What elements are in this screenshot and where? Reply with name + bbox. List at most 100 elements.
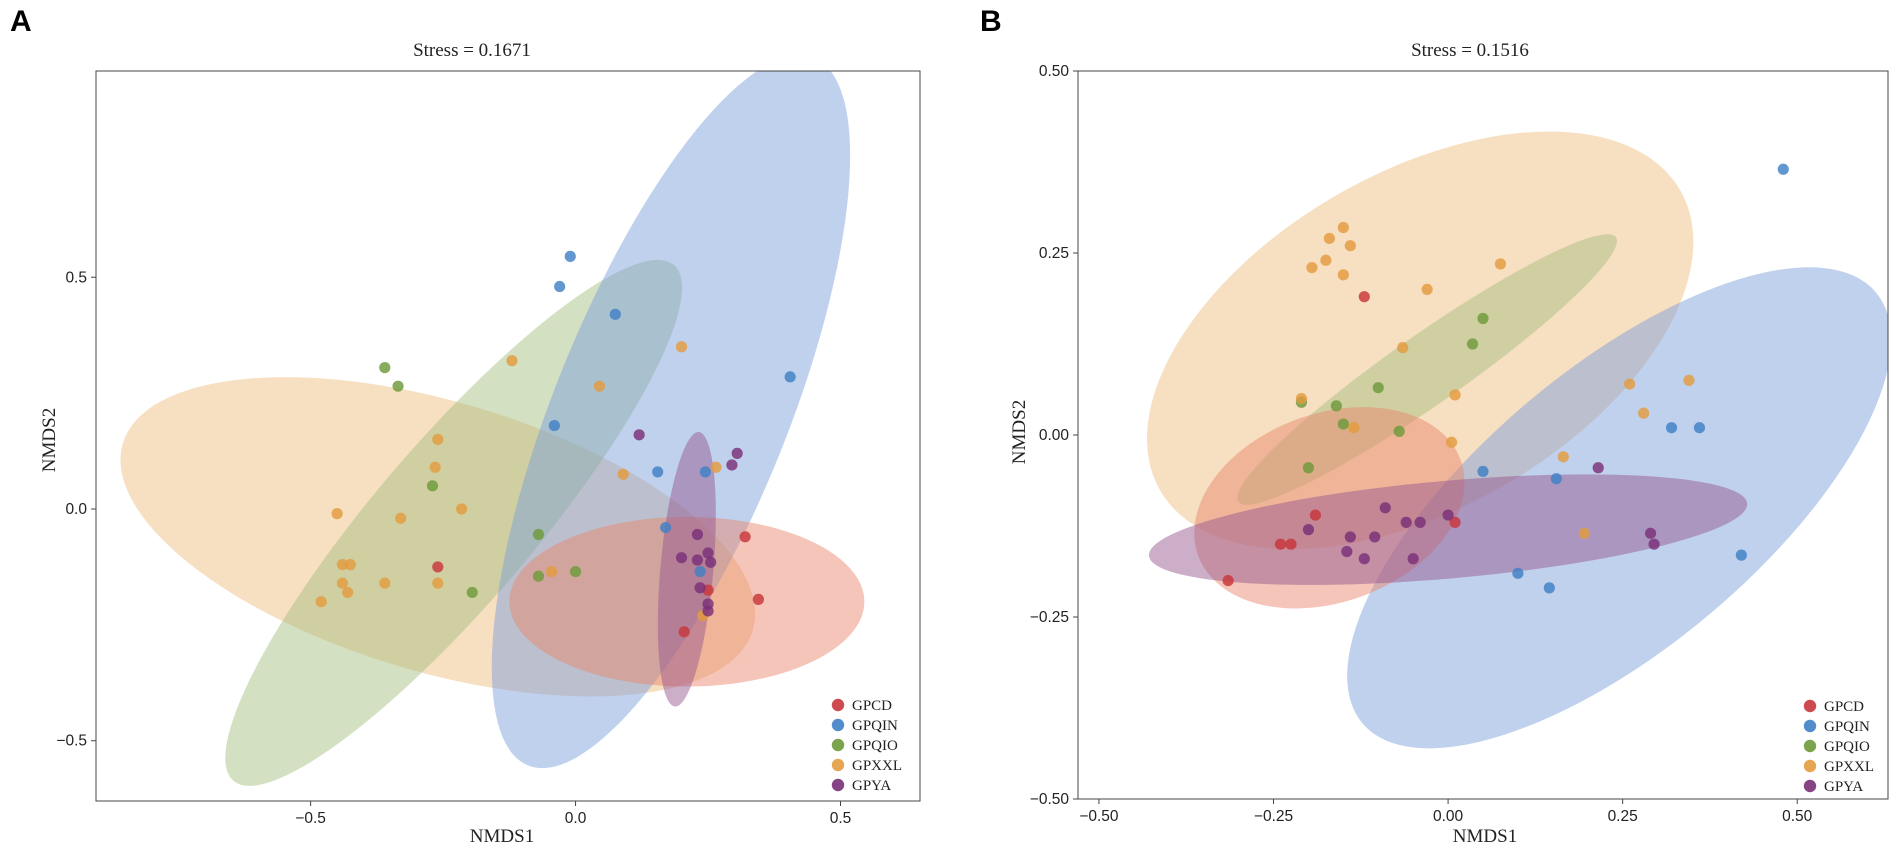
point-gpya — [1407, 553, 1419, 565]
y-tick-label: 0.50 — [1039, 63, 1070, 80]
ellipse-gpya — [1148, 474, 1748, 585]
point-gpxxl — [432, 433, 444, 446]
point-gpxxl — [617, 468, 629, 480]
ellipse-gpqin — [1347, 267, 1888, 749]
point-gpxxl — [1337, 221, 1349, 234]
panel-a: A Stress = 0.1671 −0.5 0.0 0.5 −0.50.00.5 … — [10, 5, 921, 847]
point-gpqin — [1477, 465, 1489, 477]
point-gpqin — [660, 521, 672, 534]
point-gpqio — [1337, 418, 1349, 430]
panel-a-plot-frame — [95, 70, 921, 802]
point-gpqio — [466, 586, 478, 599]
panel-b-y-ticks: −0.50 −0.25 0.00 0.25 0.50 — [1030, 63, 1078, 808]
point-gpqin — [1550, 473, 1562, 485]
point-gpqio — [532, 528, 545, 541]
point-gpcd — [1274, 538, 1287, 550]
ellipse-gpya — [657, 431, 716, 707]
point-gpxxl — [331, 508, 343, 520]
panel-a-label: A — [10, 5, 32, 38]
point-gpqio — [1330, 400, 1342, 412]
point-gpcd — [752, 593, 764, 605]
point-gpxxl — [593, 380, 606, 392]
point-gpya — [705, 556, 717, 568]
legend-label-gpya: GPYA — [852, 778, 891, 794]
point-gpxxl — [1337, 269, 1349, 281]
point-gpya — [1648, 538, 1660, 550]
ellipse-gpxxl — [120, 377, 756, 697]
y-tick-label: 0.00 — [1039, 427, 1070, 444]
point-gpxxl — [315, 596, 327, 608]
legend-marker-gpqin — [1803, 719, 1817, 733]
point-gpqin — [1777, 163, 1789, 175]
point-gpya — [691, 554, 704, 566]
x-tick-label: 0.0 — [565, 810, 587, 827]
point-gpxxl — [1449, 389, 1461, 401]
point-gpxxl — [1445, 436, 1458, 448]
legend-label-gpcd: GPCD — [852, 698, 892, 714]
point-gpxxl — [1421, 283, 1433, 295]
panel-a-y-ticks: −0.5 0.0 0.5 — [56, 269, 96, 750]
x-tick-label: 0.00 — [1433, 808, 1464, 825]
point-gpxxl — [1557, 451, 1569, 463]
ellipse-gpqio — [1237, 234, 1617, 505]
y-tick-label: 0.5 — [65, 269, 87, 286]
legend-label-gpqin: GPQIN — [852, 718, 898, 734]
legend-label-gpya: GPYA — [1824, 779, 1863, 795]
legend-label-gpqio: GPQIO — [1824, 739, 1870, 755]
panel-a-ellipses — [120, 71, 865, 786]
point-gpxxl — [1323, 232, 1335, 245]
y-tick-label: 0.0 — [65, 501, 87, 518]
point-gpxxl — [1320, 254, 1332, 266]
legend-label-gpcd: GPCD — [1824, 699, 1864, 715]
point-gpya — [1400, 516, 1412, 528]
point-gpxxl — [344, 559, 356, 571]
point-gpqio — [1466, 338, 1479, 350]
panel-b-x-ticks: −0.50 −0.25 0.00 0.25 0.50 — [1079, 799, 1813, 825]
legend-marker-gpya — [831, 778, 845, 792]
point-gpqio — [1302, 462, 1315, 474]
y-tick-label: −0.5 — [56, 733, 87, 750]
point-gpqin — [554, 280, 566, 293]
point-gpxxl — [1638, 407, 1650, 419]
point-gpqio — [379, 362, 391, 374]
point-gpqin — [548, 419, 560, 432]
point-gpcd — [1309, 509, 1322, 521]
point-gpxxl — [1348, 422, 1360, 434]
point-gpxxl — [456, 503, 468, 515]
point-gpya — [1358, 553, 1370, 565]
point-gpqio — [569, 565, 582, 578]
legend-marker-gpya — [1803, 779, 1817, 793]
point-gpxxl — [379, 577, 391, 589]
point-gpya — [1442, 509, 1454, 521]
point-gpya — [702, 547, 714, 559]
panel-b-ellipses — [1146, 131, 1888, 749]
point-gpqin — [1543, 582, 1555, 594]
point-gpxxl — [336, 559, 349, 571]
point-gpxxl — [395, 512, 407, 524]
legend-label-gpxxl: GPXXL — [1824, 759, 1874, 775]
point-gpqio — [1393, 425, 1405, 437]
point-gpqio — [1477, 312, 1489, 325]
x-tick-label: 0.25 — [1608, 808, 1638, 825]
point-gpcd — [739, 531, 751, 543]
point-gpya — [1592, 462, 1604, 474]
x-tick-label: −0.50 — [1079, 808, 1119, 825]
point-gpya — [675, 552, 688, 564]
point-gpxxl — [429, 461, 441, 473]
ellipse-gpcd — [1194, 407, 1465, 609]
point-gpya — [691, 528, 704, 541]
point-gpqin — [609, 308, 621, 320]
point-gpqin — [694, 565, 706, 578]
point-gpxxl — [342, 586, 354, 599]
x-tick-label: 0.50 — [1782, 808, 1813, 825]
point-gpxxl — [546, 565, 558, 578]
point-gpya — [1414, 516, 1426, 528]
legend-marker-gpcd — [831, 698, 845, 712]
point-gpqio — [426, 480, 439, 492]
y-tick-label: 0.25 — [1039, 245, 1069, 262]
point-gpxxl — [336, 577, 349, 589]
panel-a-legend: GPCD GPQIN GPQIO GPXXL GPYA — [831, 698, 902, 794]
point-gpya — [633, 429, 645, 441]
y-tick-label: −0.50 — [1030, 791, 1070, 808]
